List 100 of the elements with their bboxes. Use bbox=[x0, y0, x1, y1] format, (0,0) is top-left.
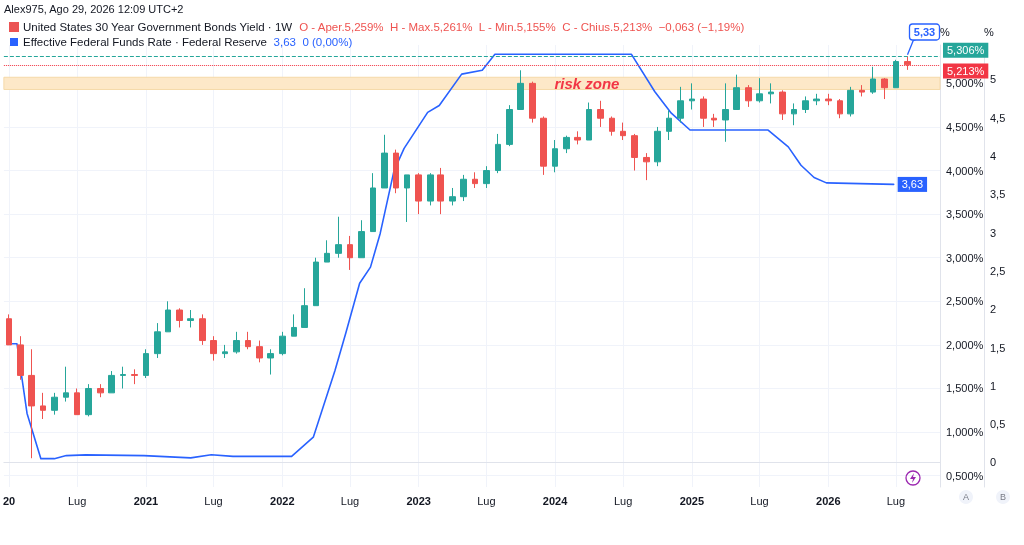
candlestick bbox=[597, 100, 604, 128]
candlestick bbox=[813, 93, 820, 106]
x-tick-label: Lug bbox=[477, 494, 496, 507]
x-tick-label: Lug bbox=[750, 494, 769, 507]
candlestick bbox=[108, 370, 115, 394]
candlestick bbox=[165, 300, 171, 333]
x-tick-label: 2026 bbox=[816, 494, 841, 507]
y2-tick-label: 3,5 bbox=[990, 188, 1006, 201]
y2-tick-label: 2 bbox=[990, 303, 997, 316]
candlestick bbox=[256, 340, 263, 363]
x-tick-label: Lug bbox=[613, 494, 633, 507]
candlestick bbox=[825, 93, 832, 106]
x-tick-label: Lug bbox=[886, 494, 906, 507]
candlestick bbox=[347, 235, 353, 271]
y-tick-label: 2,500% bbox=[946, 295, 984, 308]
candlestick bbox=[291, 313, 297, 337]
candlestick bbox=[313, 257, 319, 307]
candlestick bbox=[870, 66, 876, 95]
candlestick bbox=[143, 348, 149, 379]
legend-label: Effective Federal Funds Rate · Federal Reserve bbox=[23, 36, 267, 48]
candlestick bbox=[460, 174, 467, 202]
candlestick bbox=[495, 133, 501, 174]
candlestick bbox=[427, 172, 434, 206]
candlestick bbox=[517, 69, 524, 111]
text: A bbox=[962, 492, 970, 502]
candlestick bbox=[733, 74, 740, 111]
candlestick bbox=[51, 392, 58, 416]
x-tick-label: 2022 bbox=[270, 494, 295, 507]
candlestick bbox=[893, 59, 899, 89]
candlestick bbox=[711, 113, 717, 128]
y-tick-label: 3,500% bbox=[946, 208, 984, 221]
y-tick-label: 4,000% bbox=[946, 164, 984, 177]
candlestick bbox=[620, 122, 626, 141]
y-tick-label: 1,000% bbox=[946, 426, 984, 439]
candlestick bbox=[393, 149, 399, 194]
candlestick bbox=[415, 172, 422, 215]
y2-tick-label: 4 bbox=[990, 150, 997, 163]
candlestick bbox=[756, 77, 763, 104]
candlestick bbox=[802, 95, 809, 114]
candlestick bbox=[267, 348, 274, 376]
candlestick bbox=[176, 307, 183, 328]
candlestick bbox=[233, 331, 240, 355]
y-tick-label: 0,500% bbox=[946, 469, 984, 482]
y2-axis-title: % bbox=[984, 25, 994, 38]
x-tick-label: 2023 bbox=[406, 494, 431, 507]
candlestick bbox=[40, 392, 46, 420]
candlestick bbox=[643, 152, 650, 181]
y2-tick-label: 2,5 bbox=[990, 264, 1006, 277]
y2-tick-label: 5 bbox=[990, 73, 997, 86]
candlestick bbox=[120, 366, 126, 389]
x-tick-label: 2024 bbox=[542, 494, 569, 507]
candlestick bbox=[654, 126, 661, 167]
candlestick bbox=[74, 387, 80, 416]
candlestick bbox=[506, 104, 513, 147]
candlestick bbox=[370, 172, 376, 233]
candlestick bbox=[483, 165, 490, 189]
candlestick bbox=[791, 102, 797, 126]
candlestick bbox=[859, 84, 865, 97]
candlestick bbox=[552, 139, 558, 173]
ref-line-label: 5,306% bbox=[947, 44, 985, 57]
y2-tick-label: 0 bbox=[990, 456, 997, 469]
y2-tick-label: 3 bbox=[990, 226, 997, 239]
candlestick bbox=[85, 383, 92, 417]
candlestick bbox=[199, 313, 206, 346]
candlestick bbox=[904, 56, 911, 71]
ref-line-label: 5,213% bbox=[947, 65, 985, 78]
x-tick-label: Lug bbox=[340, 494, 360, 507]
candlestick bbox=[847, 86, 854, 117]
candlestick bbox=[563, 135, 570, 154]
candlestick bbox=[404, 174, 410, 223]
candlestick bbox=[6, 313, 12, 346]
candlestick bbox=[677, 86, 684, 124]
annotation: 3,63 0 (0,00%) bbox=[273, 36, 353, 48]
y-tick-label: 4,500% bbox=[946, 120, 984, 133]
candlestick bbox=[574, 130, 581, 145]
candlestick bbox=[689, 82, 695, 111]
candlestick bbox=[666, 109, 672, 141]
candlestick bbox=[837, 98, 843, 119]
candlestick bbox=[779, 89, 786, 121]
candlestick bbox=[609, 115, 615, 137]
candlestick bbox=[700, 95, 707, 128]
text: Alex975, Ago 29, 2026 12:09 UTC+2 bbox=[4, 2, 184, 15]
candlestick bbox=[154, 322, 161, 359]
candlestick bbox=[28, 348, 35, 459]
candlestick bbox=[222, 344, 228, 359]
y2-tick-label: 1 bbox=[990, 379, 997, 392]
y2-tick-label: 1,5 bbox=[990, 341, 1006, 354]
y2-tick-label: 4,5 bbox=[990, 111, 1006, 124]
x-tick-label: 2025 bbox=[679, 494, 705, 507]
y2-tick-label: 0,5 bbox=[990, 418, 1006, 431]
candlestick bbox=[335, 216, 342, 259]
x-tick-label: 20 bbox=[2, 494, 16, 507]
line-series bbox=[9, 53, 895, 460]
x-tick-label: Lug bbox=[204, 494, 223, 507]
candlestick bbox=[529, 81, 536, 124]
candlestick bbox=[437, 167, 444, 215]
y-tick-label: 5,000% bbox=[946, 77, 984, 90]
x-tick-label: 2021 bbox=[133, 494, 159, 507]
y-tick-label: 3,000% bbox=[946, 251, 984, 264]
legend-label: United States 30 Year Government Bonds Yield · 1W bbox=[23, 21, 293, 33]
